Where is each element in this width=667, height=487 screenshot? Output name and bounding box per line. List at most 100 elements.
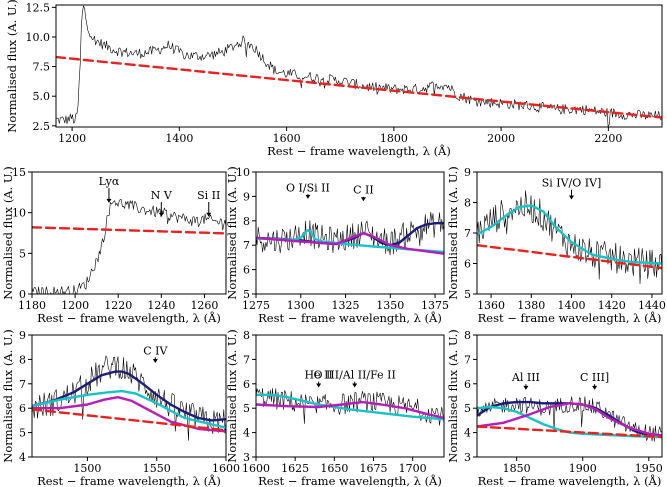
plot-area <box>32 199 226 294</box>
y-tick-label: 8 <box>243 215 250 228</box>
annotation-arrowhead <box>106 198 112 203</box>
x-tick-label: 1400 <box>165 132 193 145</box>
plot-area <box>477 396 662 442</box>
y-tick-label: 6 <box>464 258 471 271</box>
line-annotation: C IV <box>143 344 168 364</box>
y-tick-label: 5 <box>243 288 250 301</box>
x-axis-label: Rest − frame wavelength, λ (Å) <box>37 474 221 487</box>
x-tick-label: 1375 <box>421 299 449 312</box>
y-tick-label: 9 <box>464 166 471 179</box>
y-tick-label: 9 <box>19 329 26 342</box>
x-axis-label: Rest − frame wavelength, λ (Å) <box>37 311 221 325</box>
plot-area <box>256 388 444 426</box>
y-tick-label: 5 <box>243 402 250 415</box>
y-tick-label: 6 <box>19 402 26 415</box>
annotation-arrowhead <box>360 197 366 202</box>
annotation-label: C IV <box>143 344 168 357</box>
y-tick-label: 10.0 <box>26 31 51 44</box>
x-tick-label: 2200 <box>594 132 622 145</box>
axes-frame <box>255 171 445 295</box>
x-axis-label: Rest − frame wavelength, λ (Å) <box>478 474 662 487</box>
y-tick-label: 6 <box>464 378 471 391</box>
panel-Lya: 1180 1200 1220 1240 1260 0 5 10 15 Rest − frame w… <box>1 166 227 325</box>
x-axis-label: Rest − frame wavelength, λ (Å) <box>267 144 451 158</box>
plot-area <box>56 5 662 127</box>
annotation-label: O III/Al II/Fe II <box>314 369 396 382</box>
y-tick-label: 3 <box>464 451 471 464</box>
annotation-arrowhead <box>569 195 575 200</box>
y-tick-label: 7 <box>243 353 250 366</box>
x-tick-label: 1360 <box>477 299 505 312</box>
x-tick-label: 1600 <box>273 132 301 145</box>
series-cyan-line <box>256 393 444 421</box>
annotation-label: Al III <box>511 371 540 384</box>
series-magenta-line <box>256 231 444 255</box>
x-tick-label: 1300 <box>287 299 315 312</box>
annotation-arrowhead <box>316 383 322 388</box>
panel-SiIV: 1360 1380 1400 1420 1440 5 6 7 8 9 Rest − frame wa… <box>446 166 666 325</box>
y-tick-label: 15 <box>12 166 26 179</box>
x-tick-label: 1950 <box>635 462 663 475</box>
x-axis-label: Rest − frame wavelength, λ (Å) <box>258 474 442 487</box>
annotation-label: O I/Si II <box>286 181 330 194</box>
y-axis-label: Normalised flux (A. U.) <box>225 166 239 299</box>
annotation-label: Lyα <box>99 175 120 188</box>
series-powerlaw-line <box>56 55 662 119</box>
x-tick-label: 1625 <box>281 462 309 475</box>
x-tick-label: 1350 <box>376 299 404 312</box>
y-tick-label: 7.5 <box>33 61 51 74</box>
y-tick-label: 8 <box>19 353 26 366</box>
y-tick-label: 0 <box>19 288 26 301</box>
panel-top: 1200 1400 1600 1800 2000 2200 2.5 5.0 7.5 10.0 12.… <box>5 0 663 158</box>
annotation-arrowhead <box>152 359 158 364</box>
y-tick-label: 2.5 <box>33 120 51 133</box>
annotation-label: N V <box>151 189 173 202</box>
series-data-line <box>56 5 662 127</box>
y-tick-label: 8 <box>243 329 250 342</box>
series-powerlaw-line <box>477 425 662 439</box>
x-tick-label: 1700 <box>399 462 427 475</box>
x-tick-label: 1400 <box>558 299 586 312</box>
y-axis-label: Normalised flux (A. U.) <box>5 0 19 133</box>
x-tick-label: 1800 <box>380 132 408 145</box>
plot-area <box>32 355 226 441</box>
x-axis-label: Rest − frame wavelength, λ (Å) <box>258 311 442 325</box>
plot-area <box>256 211 444 256</box>
series-data-line <box>32 199 226 294</box>
x-tick-label: 1380 <box>517 299 545 312</box>
axes-frame <box>255 334 445 458</box>
x-tick-label: 1200 <box>58 132 86 145</box>
x-tick-label: 1220 <box>104 299 132 312</box>
y-axis-label: Normalised flux (A. U.) <box>446 166 460 299</box>
axes-frame <box>31 171 227 295</box>
x-tick-label: 1600 <box>242 462 270 475</box>
y-tick-label: 9 <box>243 190 250 203</box>
y-tick-label: 12.5 <box>26 1 51 14</box>
y-tick-label: 5 <box>19 247 26 260</box>
series-powerlaw-line <box>32 408 226 432</box>
x-tick-label: 1325 <box>332 299 360 312</box>
y-tick-label: 7 <box>19 378 26 391</box>
annotation-label: Si IV/O IV] <box>542 177 602 190</box>
panel-CIV: 1500 1550 1600 4 5 6 7 8 9 Rest − frame wavelengt… <box>1 329 240 487</box>
annotation-arrowhead <box>158 212 164 217</box>
y-tick-label: 8 <box>464 197 471 210</box>
series-powerlaw-line <box>477 244 662 270</box>
plot-area <box>477 190 662 284</box>
line-annotation: C III] <box>580 371 609 390</box>
line-annotation: O I/Si II <box>286 181 330 199</box>
annotation-arrowhead <box>206 212 212 217</box>
y-tick-label: 7 <box>464 353 471 366</box>
series-cyan-line <box>477 405 662 439</box>
x-tick-label: 1900 <box>569 462 597 475</box>
series-data-line <box>256 211 444 256</box>
y-tick-label: 5 <box>464 402 471 415</box>
line-annotation: Lyα <box>99 175 120 203</box>
x-tick-label: 1260 <box>190 299 218 312</box>
axes-frame <box>476 171 663 295</box>
y-axis-label: Normalised flux (A. U.) <box>225 329 239 462</box>
y-axis-label: Normalised flux (A. U.) <box>1 329 15 462</box>
y-tick-label: 4 <box>464 427 471 440</box>
annotation-arrowhead <box>305 194 311 199</box>
